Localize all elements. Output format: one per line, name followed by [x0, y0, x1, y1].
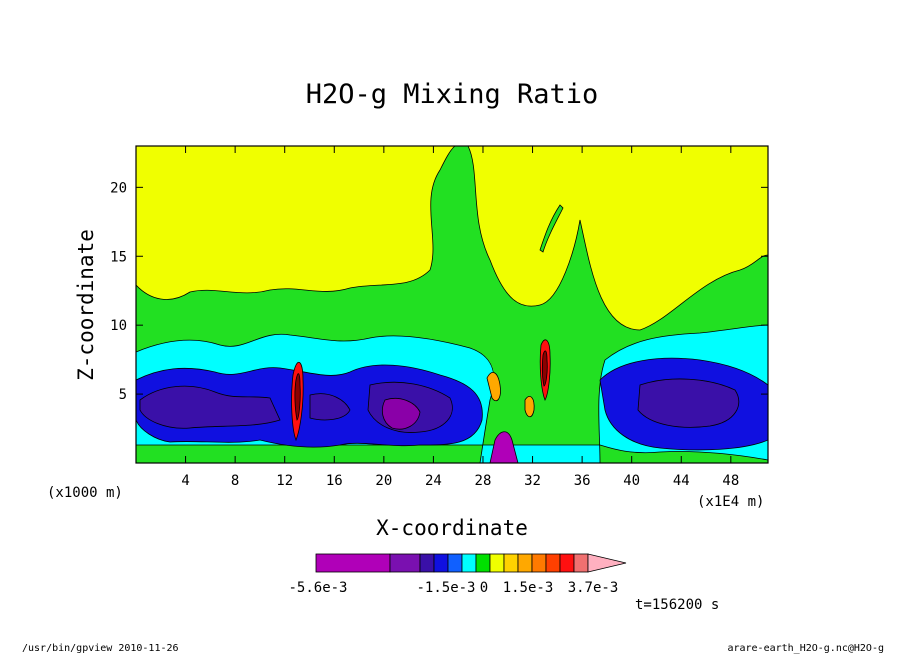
- x-unit-label: (x1000 m): [47, 485, 123, 501]
- orange-region: [524, 396, 535, 418]
- plot-frame: [135, 145, 769, 464]
- magenta-region: [489, 431, 519, 463]
- colorbar-label: 0: [480, 580, 488, 596]
- colorbar-label: 3.7e-3: [568, 580, 619, 596]
- colorbar-swatch: [461, 553, 477, 573]
- colorbar-swatch: [447, 553, 463, 573]
- x-tick-label: 28: [475, 473, 492, 489]
- colorbar-arrow: [587, 553, 627, 573]
- x-tick-label: 12: [276, 473, 293, 489]
- y-tick-label: 5: [119, 387, 127, 403]
- x-tick-label: 32: [524, 473, 541, 489]
- footer-right: arare-earth_H2O-g.nc@H2O-g: [727, 643, 884, 654]
- colorbar-swatch: [419, 553, 435, 573]
- colorbar-swatch: [573, 553, 589, 573]
- orange-region: [486, 372, 501, 402]
- x-axis-label: X-coordinate: [376, 516, 528, 540]
- colorbar-swatch: [531, 553, 547, 573]
- colorbar-label: -1.5e-3: [416, 580, 475, 596]
- x-tick-label: 20: [375, 473, 392, 489]
- darkred-region: [294, 373, 301, 421]
- x-tick-label: 24: [425, 473, 442, 489]
- colorbar-swatch: [433, 553, 449, 573]
- colorbar-label: 1.5e-3: [503, 580, 554, 596]
- x-tick-label: 40: [623, 473, 640, 489]
- colorbar-swatch: [389, 553, 421, 573]
- x-tick-label: 4: [181, 473, 189, 489]
- colorbar-labels: -5.6e-3 -1.5e-3 0 1.5e-3 3.7e-3: [288, 580, 618, 596]
- green-region: [539, 204, 564, 253]
- colorbar-swatch: [559, 553, 575, 573]
- colorbar: [315, 553, 627, 573]
- colorbar-swatch: [475, 553, 491, 573]
- colorbar-swatch: [545, 553, 561, 573]
- colorbar-swatch: [517, 553, 533, 573]
- colorbar-swatch: [503, 553, 519, 573]
- contour-field: [136, 146, 768, 463]
- x-axis: 4 8 12 16 20 24 28 32 36 40 44 48: [181, 146, 739, 489]
- x-tick-label: 48: [722, 473, 739, 489]
- colorbar-swatch: [315, 553, 391, 573]
- y-axis-label: Z-coordinate: [74, 229, 98, 381]
- y-tick-label: 10: [110, 318, 127, 334]
- x-tick-label: 36: [574, 473, 591, 489]
- y-axis: 5 10 15 20: [110, 180, 768, 403]
- purple-region: [381, 397, 421, 430]
- x-tick-label: 44: [673, 473, 690, 489]
- time-label: t=156200 s: [635, 597, 719, 613]
- colorbar-label: -5.6e-3: [288, 580, 347, 596]
- y-tick-label: 15: [110, 249, 127, 265]
- y-tick-label: 20: [110, 180, 127, 196]
- chart-title: H2O-g Mixing Ratio: [306, 79, 599, 110]
- navy-region: [309, 393, 351, 421]
- x-tick-label: 8: [231, 473, 239, 489]
- x-unit-label-2: (x1E4 m): [697, 494, 764, 510]
- footer-left: /usr/bin/gpview 2010-11-26: [22, 643, 179, 654]
- navy-region: [139, 385, 281, 429]
- darkred-region: [541, 350, 548, 387]
- navy-region: [637, 378, 740, 428]
- colorbar-swatch: [489, 553, 505, 573]
- x-tick-label: 16: [326, 473, 343, 489]
